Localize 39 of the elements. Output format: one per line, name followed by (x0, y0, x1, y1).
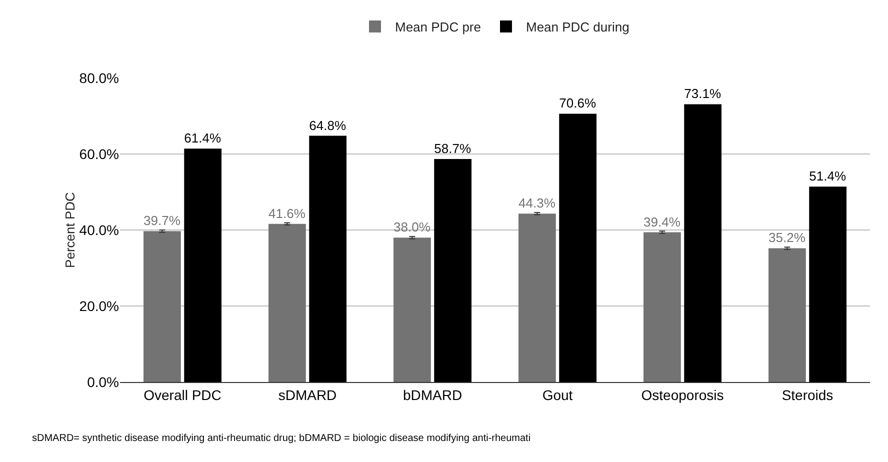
bar (434, 158, 472, 382)
y-tick-label: 20.0% (79, 298, 119, 314)
y-tick-label: 80.0% (79, 70, 119, 86)
data-label: 44.3% (518, 196, 556, 211)
x-tick-label: sDMARD (278, 386, 337, 403)
bar (809, 186, 846, 382)
y-axis-title: Percent PDC (62, 192, 78, 268)
bar (559, 114, 596, 382)
data-label: 35.2% (768, 230, 806, 246)
bar (394, 238, 431, 382)
data-label: 51.4% (809, 168, 846, 184)
data-label: 38.0% (394, 220, 431, 235)
data-label: 70.6% (559, 96, 596, 111)
bar (644, 232, 681, 382)
data-label: 61.4% (184, 130, 222, 146)
x-tick-label: Osteoporosis (641, 386, 724, 403)
x-tick-label: Overall PDC (144, 386, 222, 403)
text: sDMARD= synthetic disease modifying anti-rheumatic drug; bDMARD = biologic disease modifying anti-rheumati (32, 433, 531, 444)
y-tick-label: 40.0% (79, 222, 119, 238)
data-label: 41.6% (268, 206, 306, 221)
bar (268, 224, 306, 382)
data-label: 39.4% (644, 214, 681, 230)
x-tick-label: Gout (542, 386, 573, 403)
x-tick-label: bDMARD (402, 386, 462, 403)
bar (518, 214, 556, 382)
bar (768, 248, 806, 382)
data-label: 58.7% (434, 140, 472, 156)
data-label: 39.7% (144, 213, 181, 228)
legend-label: Mean PDC pre (395, 20, 481, 35)
y-tick-label: 60.0% (79, 146, 119, 162)
bar (144, 231, 181, 382)
x-tick-label: Steroids (782, 386, 834, 403)
bar (184, 148, 222, 382)
bar (309, 136, 346, 382)
data-label: 64.8% (309, 118, 346, 133)
legend-label: Mean PDC during (526, 20, 630, 35)
bar (684, 104, 722, 382)
data-label: 73.1% (684, 86, 722, 102)
y-tick-label: 0.0% (87, 374, 119, 390)
